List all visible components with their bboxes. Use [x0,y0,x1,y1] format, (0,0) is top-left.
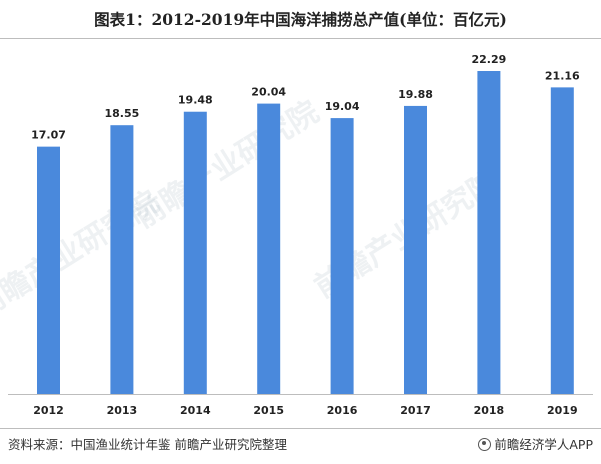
bar-2015 [257,103,281,394]
x-tick-2013: 2013 [107,404,138,417]
x-tick-2019: 2019 [547,404,578,417]
chart-title: 图表1：2012-2019年中国海洋捕捞总产值(单位：百亿元) [94,10,507,29]
brand-label: 前瞻经济学人APP [478,434,593,453]
bar-chart: 17.07 2012 18.55 2013 19.48 2014 20.04 2015 19.0… [8,53,593,417]
source-note: 资料来源：中国渔业统计年鉴 前瞻产业研究院整理 [8,437,287,452]
bar-2013 [110,125,134,394]
brand-logo-icon [478,438,492,451]
x-tick-2012: 2012 [33,404,64,417]
bar-2016 [330,118,354,395]
bar-2018 [477,71,501,394]
title-divider [0,38,601,39]
data-label-2018: 22.29 [472,53,507,66]
bar-2017 [404,105,427,394]
x-tick-2015: 2015 [253,404,284,417]
x-tick-2018: 2018 [474,404,505,417]
x-tick-2016: 2016 [327,404,358,417]
x-tick-2017: 2017 [400,404,431,417]
data-label-2012: 17.07 [31,129,66,142]
data-label-2019: 21.16 [545,69,580,82]
data-label-2013: 18.55 [105,107,140,120]
bar-2019 [550,87,574,394]
data-label-2014: 19.48 [178,94,213,107]
x-tick-2014: 2014 [180,404,211,417]
data-label-2015: 20.04 [251,86,286,99]
footer-divider [0,428,601,429]
data-label-2017: 19.88 [398,88,433,101]
data-label-2016: 19.04 [325,100,360,113]
bar-2012 [37,146,60,394]
bar-2014 [183,111,207,395]
brand-text: 前瞻经济学人APP [494,437,593,452]
